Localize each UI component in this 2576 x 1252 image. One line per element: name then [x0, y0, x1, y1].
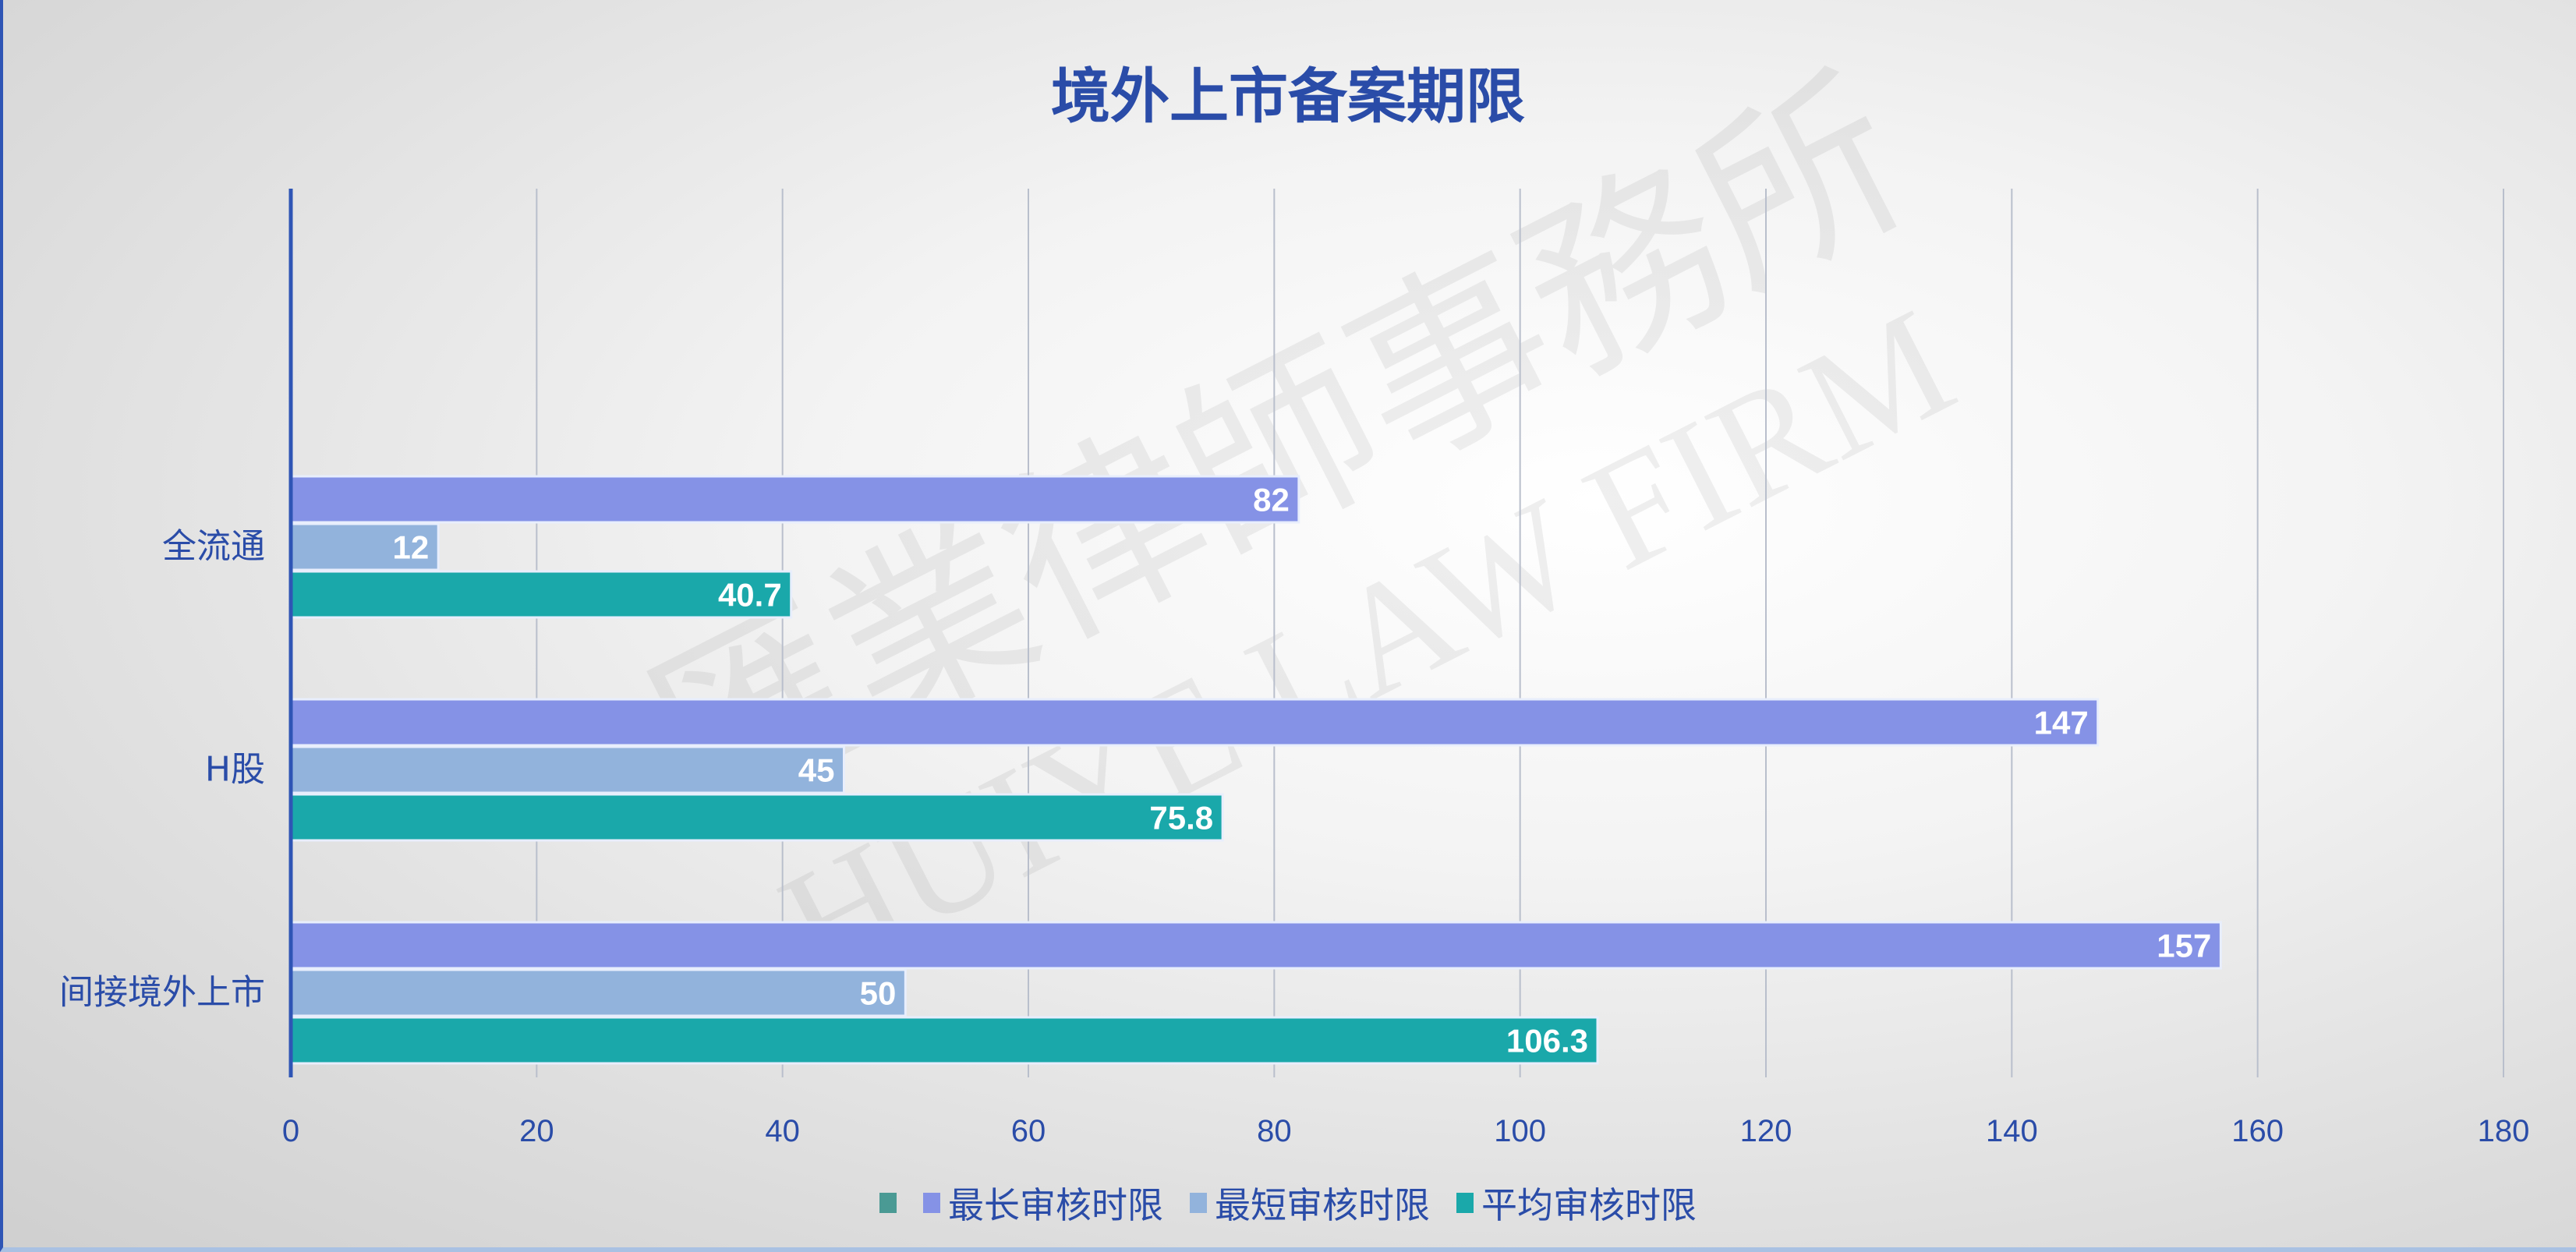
category-label: 全流通 [162, 527, 265, 567]
category-label: 间接境外上市 [59, 973, 265, 1013]
x-tick-label: 80 [1257, 1114, 1292, 1148]
legend-label: 平均审核时限 [1481, 1184, 1697, 1226]
category-label: H股 [205, 750, 265, 790]
data-label: 50 [860, 975, 897, 1012]
legend-label: 最短审核时限 [1215, 1184, 1430, 1226]
legend-item: 平均审核时限 [1456, 1177, 1697, 1229]
legend-swatch [879, 1193, 897, 1213]
data-label: 82 [1253, 482, 1290, 518]
bar [289, 921, 2222, 970]
data-label: 40.7 [718, 577, 782, 614]
legend-swatch [1190, 1193, 1207, 1213]
data-label: 147 [2034, 705, 2089, 741]
x-tick-label: 0 [282, 1114, 299, 1148]
chart-title: 境外上市备案期限 [1051, 62, 1525, 131]
legend-swatch [1456, 1193, 1474, 1213]
bar [289, 793, 1224, 842]
bar [289, 475, 1300, 524]
data-label: 75.8 [1149, 800, 1213, 836]
legend-extra-marker [879, 1193, 897, 1213]
x-tick-label: 180 [2478, 1114, 2530, 1148]
data-label: 157 [2157, 928, 2211, 964]
data-label: 45 [798, 752, 835, 789]
legend-item: 最短审核时限 [1190, 1177, 1430, 1229]
bar [289, 745, 845, 794]
legend-item: 最长审核时限 [923, 1177, 1163, 1229]
x-tick-label: 60 [1011, 1114, 1046, 1148]
data-label: 12 [392, 529, 429, 566]
data-label: 106.3 [1506, 1023, 1588, 1059]
x-tick-label: 140 [1986, 1114, 2038, 1148]
legend-swatch [923, 1193, 940, 1213]
legend-label: 最长审核时限 [948, 1184, 1163, 1226]
bar [289, 968, 907, 1017]
bar [289, 1016, 1599, 1065]
legend: 最长审核时限 最短审核时限 平均审核时限 [0, 1177, 2576, 1229]
x-tick-label: 20 [519, 1114, 554, 1148]
bar [289, 698, 2100, 747]
bar [289, 570, 793, 619]
x-tick-label: 40 [765, 1114, 800, 1148]
watermark: 匯業律師事務所 HUIYE LAW FIRM [620, 38, 1979, 1013]
x-tick-label: 100 [1494, 1114, 1546, 1148]
x-tick-label: 160 [2231, 1114, 2284, 1148]
x-tick-label: 120 [1740, 1114, 1792, 1148]
